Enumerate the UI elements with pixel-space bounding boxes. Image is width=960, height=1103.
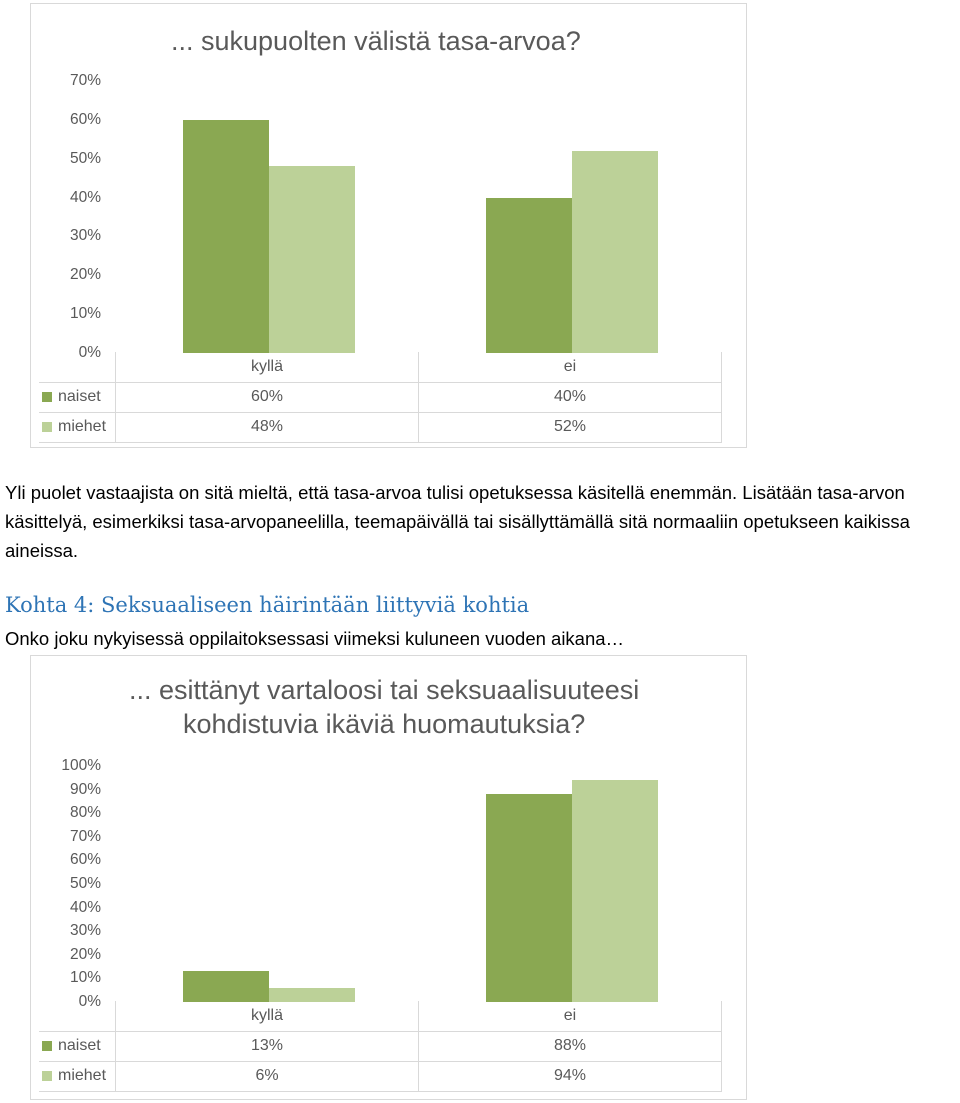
data-table: kyllä ei naiset 60% 40% miehet 48% 52% [39, 352, 722, 443]
y-tick-label: 10% [69, 305, 101, 323]
table-header-row: kyllä ei [39, 1001, 722, 1032]
chart-title: ... sukupuolten välistä tasa-arvoa? [171, 26, 581, 56]
table-header-row: kyllä ei [39, 352, 722, 383]
legend-swatch-miehet [42, 421, 52, 432]
series-label: naiset [58, 388, 101, 405]
y-tick-label: 70% [69, 827, 101, 845]
data-table: kyllä ei naiset 13% 88% miehet 6% 94% [39, 1001, 722, 1092]
y-tick-label: 10% [69, 969, 101, 987]
y-tick-label: 80% [69, 804, 101, 822]
table-cell: 48% [115, 411, 419, 443]
table-cell: 13% [115, 1030, 419, 1062]
bar-miehet-ei [572, 150, 658, 353]
y-tick-label: 30% [69, 227, 101, 245]
y-tick-label: 30% [69, 922, 101, 940]
legend-swatch-naiset [42, 391, 52, 402]
y-tick-label: 20% [69, 945, 101, 963]
table-cell: 94% [418, 1060, 722, 1092]
chart-equality: ... sukupuolten välistä tasa-arvoa? 70% 6… [30, 3, 747, 448]
category-label: ei [418, 1001, 722, 1032]
bar-miehet-kyllä [269, 987, 355, 1002]
table-cell: 88% [418, 1030, 722, 1062]
table-cell: 40% [418, 381, 722, 413]
table-row: naiset 60% 40% [39, 381, 722, 413]
y-tick-label: 20% [69, 266, 101, 284]
series-label: miehet [58, 1067, 107, 1084]
y-tick-label: 40% [69, 188, 101, 206]
bar-naiset-kyllä [183, 119, 269, 353]
y-tick-label: 50% [69, 875, 101, 892]
category-label: kyllä [115, 1001, 419, 1032]
section-heading: Kohta 4: Seksuaaliseen häirintään liitty… [5, 593, 530, 617]
table-row: naiset 13% 88% [39, 1030, 722, 1062]
chart-title-line1: ... esittänyt vartaloosi tai seksuaalisu… [129, 675, 640, 705]
y-tick-label: 60% [69, 110, 101, 128]
legend-swatch-miehet [42, 1070, 52, 1081]
table-cell: 52% [418, 411, 722, 443]
legend-swatch-naiset [42, 1040, 52, 1051]
category-label: ei [418, 352, 722, 383]
category-label: kyllä [115, 352, 419, 383]
y-tick-label: 60% [69, 851, 101, 869]
table-cell: 6% [115, 1060, 419, 1092]
series-label: naiset [58, 1037, 101, 1054]
bar-miehet-ei [572, 780, 658, 1002]
chart-title-line2: kohdistuvia ikäviä huomautuksia? [183, 709, 586, 739]
bar-miehet-kyllä [269, 166, 355, 353]
table-cell: 60% [115, 381, 419, 413]
y-tick-label: 50% [69, 149, 101, 167]
question-text: Onko joku nykyisessä oppilaitoksessasi v… [5, 628, 625, 649]
y-tick-label: 70% [69, 72, 101, 89]
series-label: miehet [58, 418, 107, 435]
bar-naiset-ei [486, 794, 572, 1002]
y-tick-label: 90% [69, 780, 101, 798]
y-tick-label: 40% [69, 898, 101, 916]
y-tick-label: 100% [61, 757, 101, 774]
bar-naiset-kyllä [183, 971, 269, 1002]
table-row: miehet 6% 94% [39, 1060, 722, 1092]
table-row: miehet 48% 52% [39, 411, 722, 443]
chart-harassment-comments: ... esittänyt vartaloosi tai seksuaalisu… [30, 655, 747, 1100]
bar-naiset-ei [486, 197, 572, 353]
body-paragraph: Yli puolet vastaajista on sitä mieltä, e… [5, 482, 910, 561]
